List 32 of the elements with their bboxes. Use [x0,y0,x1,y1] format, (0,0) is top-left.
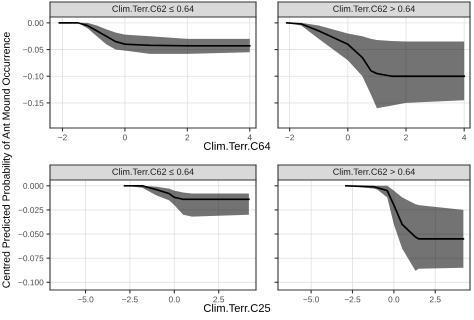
x-tick-label: −2.5 [122,296,138,302]
chart-title: Clim.Terr.C62 ≤ 0.64 [112,168,194,175]
x-tick-label: −2 [58,134,67,140]
x-tick-label: −2.5 [344,296,360,302]
x-tick-label: 2.5 [213,296,224,302]
y-tick-label: −0.075 [18,255,44,262]
y-tick-label: −0.10 [23,73,44,80]
y-tick-label: −0.15 [23,100,44,106]
x-tick-label: 4 [248,134,252,140]
y-tick-label: 0.000 [23,182,44,189]
x-tick-label: 0.0 [168,296,180,302]
y-tick-label: −0.05 [23,46,44,53]
chart-title: Clim.Terr.C62 ≤ 0.64 [112,5,194,12]
x-tick-label: −5.0 [78,296,94,302]
y-tick-label: −0.100 [18,279,44,286]
y-axis-title: Centred Predicted Probability of Ant Mound Occurrence [2,32,12,288]
x-tick-label: 2.5 [430,296,441,302]
y-tick-label: −0.050 [18,231,44,238]
chart-title: Clim.Terr.C62 > 0.64 [333,168,416,175]
x-tick-label: 2 [404,134,408,140]
x-tick-label: −2 [285,134,294,140]
chart-title: Clim.Terr.C62 > 0.64 [333,5,416,12]
x-tick-label: 0 [122,134,127,140]
x-tick-label: 0 [346,134,350,140]
x-tick-label: 0.0 [388,296,400,302]
x-tick-label: 4 [462,134,466,140]
x-tick-label: −5.0 [303,296,320,302]
y-tick-label: 0.00 [28,20,44,26]
y-tick-label: −0.025 [18,207,44,214]
x-axis-title: Clim.Terr.C64 [204,142,270,150]
x-axis-title: Clim.Terr.C25 [204,304,270,312]
x-tick-label: 2 [185,134,190,140]
